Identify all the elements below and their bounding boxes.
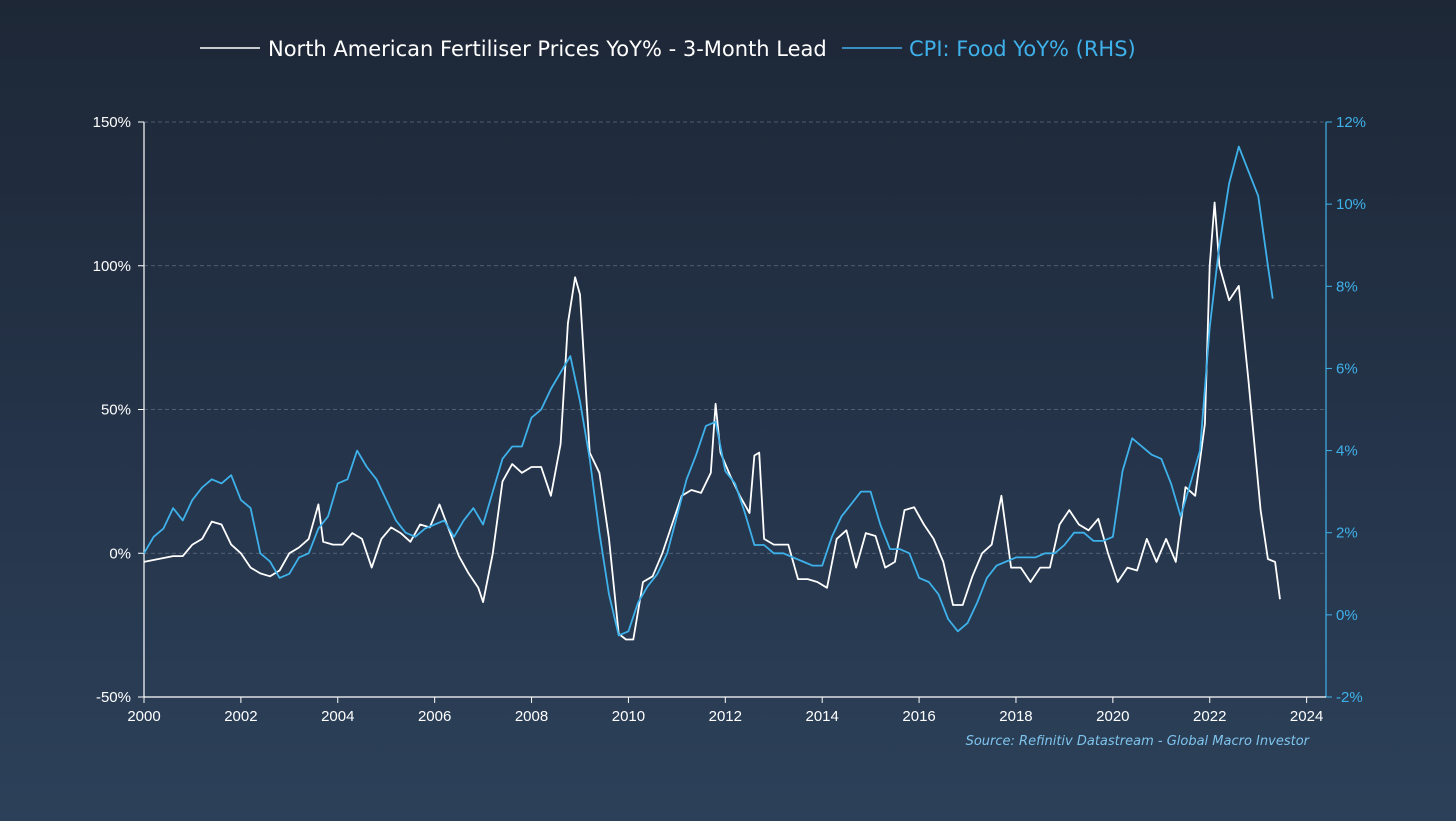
y-right-tick-label: 0% bbox=[1336, 607, 1358, 624]
series-line-fertiliser bbox=[143, 201, 1281, 641]
series-line-cpi-food bbox=[143, 145, 1274, 637]
x-tick-label: 2024 bbox=[1290, 708, 1323, 725]
x-tick-label: 2004 bbox=[321, 708, 354, 725]
x-tick-label: 2010 bbox=[612, 708, 645, 725]
y-left-tick-label: 50% bbox=[101, 402, 131, 419]
x-tick-label: 2002 bbox=[224, 708, 257, 725]
x-tick-label: 2016 bbox=[902, 708, 935, 725]
y-right-tick-label: 10% bbox=[1336, 196, 1366, 213]
y-right-tick-label: -2% bbox=[1336, 689, 1363, 706]
y-left-tick-label: 0% bbox=[109, 545, 131, 562]
y-right-tick-label: 2% bbox=[1336, 525, 1358, 542]
series-group bbox=[143, 145, 1281, 641]
axes: 150% 100% 50% 0% -50% 12% 10% 8% 6% 4% 2% 0% -2% 2000… bbox=[93, 114, 1366, 725]
x-tick-label: 2018 bbox=[999, 708, 1032, 725]
x-tick-label: 2008 bbox=[515, 708, 548, 725]
x-tick-label: 2022 bbox=[1193, 708, 1226, 725]
source-note: Source: Refinitiv Datastream - Global Ma… bbox=[966, 734, 1311, 749]
chart-legend: North American Fertiliser Prices YoY% - … bbox=[200, 37, 1136, 61]
y-right-tick-label: 8% bbox=[1336, 278, 1358, 295]
x-tick-label: 2012 bbox=[709, 708, 742, 725]
y-right-tick-label: 12% bbox=[1336, 114, 1366, 131]
gridlines bbox=[144, 121, 1326, 554]
y-left-tick-label: 150% bbox=[93, 114, 131, 131]
legend-label-cpi-food: CPI: Food YoY% (RHS) bbox=[909, 37, 1136, 61]
x-tick-label: 2000 bbox=[127, 708, 160, 725]
x-tick-label: 2006 bbox=[418, 708, 451, 725]
y-right-tick-label: 6% bbox=[1336, 360, 1358, 377]
y-left-tick-label: 100% bbox=[93, 258, 131, 275]
legend-label-fertiliser: North American Fertiliser Prices YoY% - … bbox=[268, 37, 827, 61]
x-tick-label: 2014 bbox=[806, 708, 839, 725]
y-right-tick-label: 4% bbox=[1336, 443, 1358, 460]
y-left-tick-label: -50% bbox=[96, 689, 131, 706]
x-tick-label: 2020 bbox=[1096, 708, 1129, 725]
